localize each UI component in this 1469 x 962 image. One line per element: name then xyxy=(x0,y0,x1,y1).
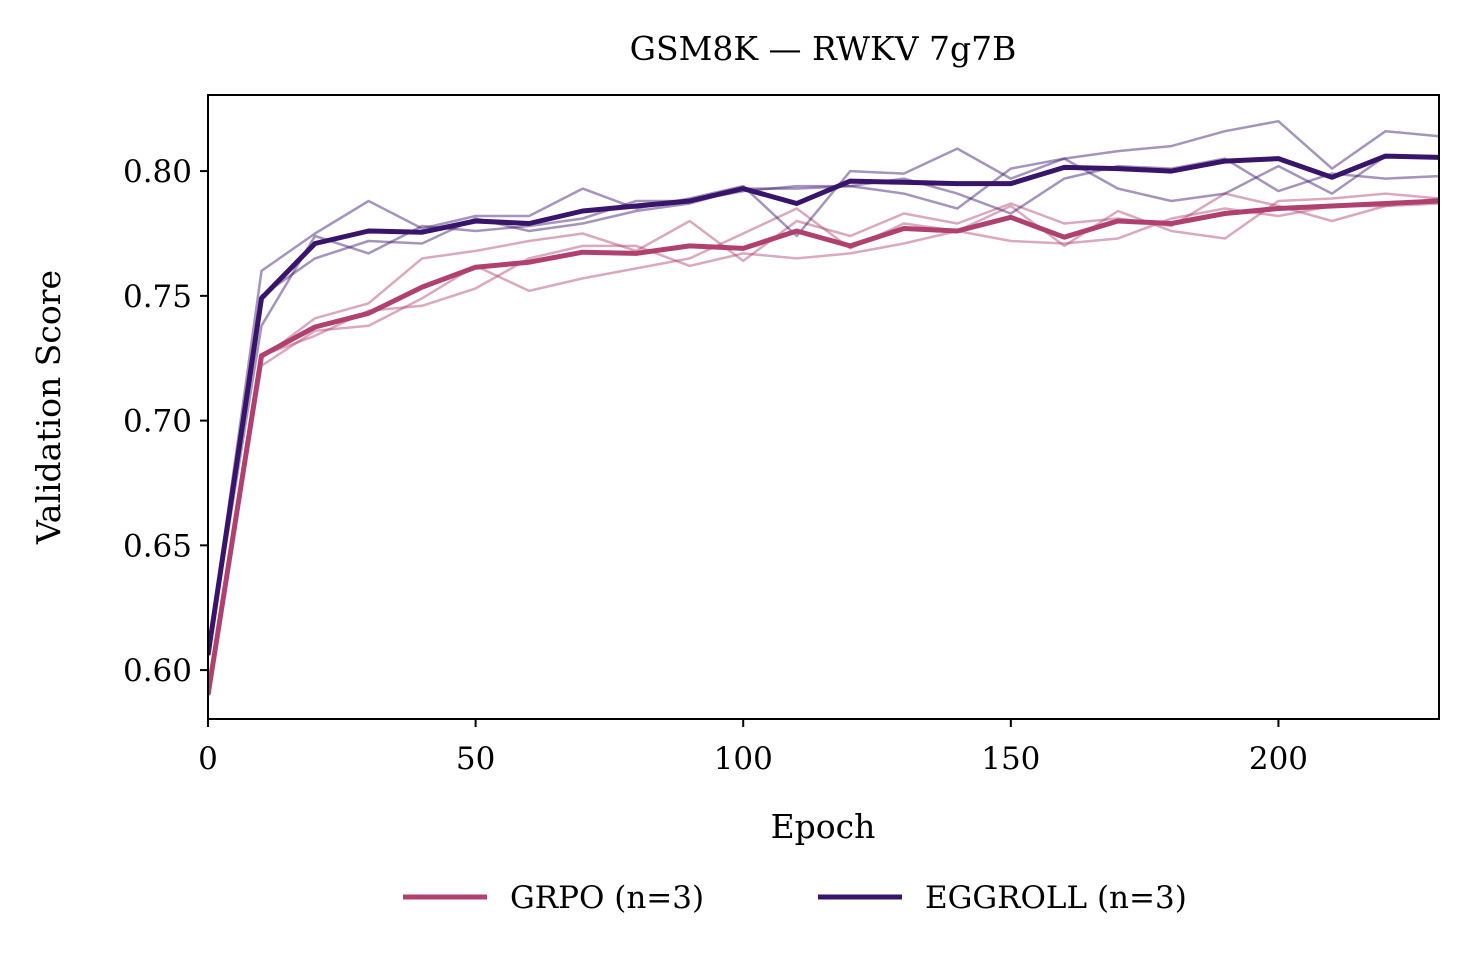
y-axis-ticks: 0.60 0.65 0.70 0.75 0.80 xyxy=(123,154,208,689)
series-eggroll-mean xyxy=(208,153,1439,656)
legend-label-eggroll: EGGROLL (n=3) xyxy=(925,880,1187,916)
series-grpo-run-1 xyxy=(208,192,1439,696)
legend-label-grpo: GRPO (n=3) xyxy=(510,880,704,916)
y-tick-label: 0.60 xyxy=(123,653,192,689)
axes-frame xyxy=(207,94,1440,720)
y-tick-label: 0.65 xyxy=(123,528,192,564)
plot-area xyxy=(208,119,1439,696)
x-axis-ticks: 0 50 100 150 200 xyxy=(198,719,1308,777)
series-eggroll-run-1 xyxy=(208,119,1439,656)
series-grpo-run-2 xyxy=(208,192,1439,696)
y-tick-label: 0.80 xyxy=(123,154,192,190)
y-tick-label: 0.75 xyxy=(123,279,192,315)
x-tick-label: 50 xyxy=(456,741,495,777)
legend: GRPO (n=3) EGGROLL (n=3) xyxy=(403,880,1187,916)
x-tick-label: 200 xyxy=(1249,741,1308,777)
y-axis-label: Validation Score xyxy=(29,270,68,545)
series-grpo-mean xyxy=(208,198,1439,696)
x-axis-label: Epoch xyxy=(771,807,876,846)
x-tick-label: 100 xyxy=(714,741,773,777)
series-eggroll-run-3 xyxy=(208,157,1439,656)
x-tick-label: 150 xyxy=(981,741,1040,777)
y-tick-label: 0.70 xyxy=(123,404,192,440)
chart-title: GSM8K — RWKV 7g7B xyxy=(630,29,1017,68)
x-tick-label: 0 xyxy=(198,741,218,777)
series-grpo-run-3 xyxy=(208,202,1439,696)
